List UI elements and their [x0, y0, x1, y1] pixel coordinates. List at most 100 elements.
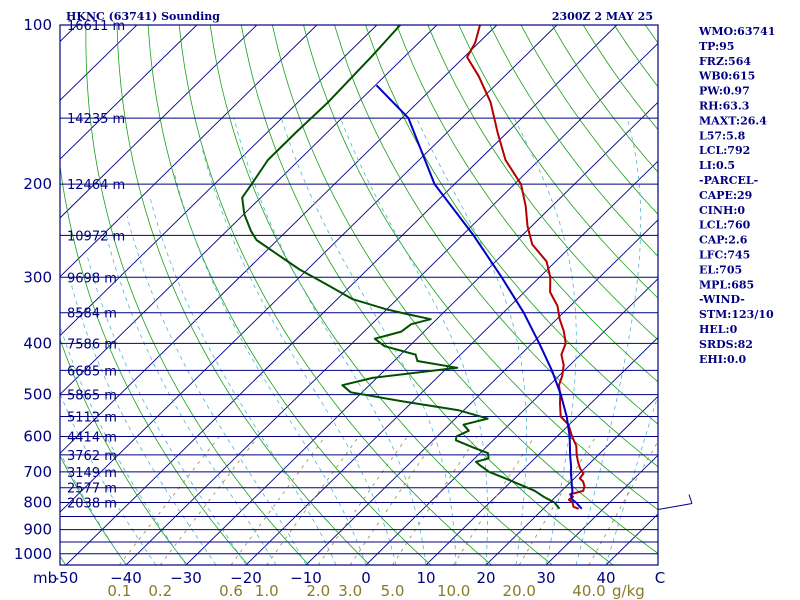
- dry-adiabat: [365, 25, 658, 425]
- pressure-tick-label: 600: [23, 427, 52, 445]
- height-label: 5112 m: [67, 411, 117, 426]
- temperature-trace: [466, 25, 586, 510]
- mixing-ratio-line: [317, 436, 408, 565]
- dry-adiabat: [582, 25, 658, 131]
- index-line: WMO:63741: [698, 25, 775, 38]
- pressure-axis: 100 200 300 400 500 600 700 800 900 1000: [14, 16, 52, 563]
- dry-adiabat: [520, 25, 658, 215]
- isotherm-line: [305, 219, 658, 565]
- isotherm-line: [60, 25, 378, 337]
- temperature-axis: mb-50 −40 −30 −20 −10 0 10 20 30 40 C: [33, 569, 665, 587]
- index-line: STM:123/10: [699, 308, 774, 321]
- mixing-ratio-line: [518, 436, 597, 565]
- height-label: 8584 m: [67, 307, 117, 322]
- mixing-ratio-line: [349, 436, 438, 565]
- temperature-tick-label: −30: [170, 569, 202, 587]
- moist-adiabat: [201, 146, 397, 565]
- dewpoint-trace: [241, 25, 561, 510]
- wind-barb-flag: [688, 494, 693, 504]
- isotherm-line: [485, 395, 658, 565]
- mixing-ratio-tick-label: 0.2: [148, 582, 172, 600]
- index-line: PW:0.97: [699, 85, 750, 98]
- dry-adiabat: [770, 25, 800, 565]
- isotherm-line: [60, 25, 558, 513]
- mixing-ratio-line: [392, 436, 478, 565]
- index-line: -WIND-: [699, 293, 745, 306]
- pressure-unit-label: mb: [33, 569, 57, 587]
- index-line: CINH:0: [699, 204, 745, 217]
- height-label: 16611 m: [67, 19, 125, 34]
- dry-adiabat: [60, 338, 188, 565]
- dry-adiabat: [240, 25, 614, 565]
- wind-barb-shaft: [657, 503, 693, 511]
- moist-adiabat: [68, 277, 217, 565]
- index-line: L57:5.8: [699, 129, 746, 142]
- height-label: 2577 m: [67, 482, 117, 497]
- temperature-tick-label: 0: [361, 569, 371, 587]
- index-line: TP:95: [699, 40, 734, 53]
- dry-adiabat: [272, 25, 658, 554]
- mixing-ratio-tick-label: 1.0: [255, 582, 279, 600]
- temperature-tick-label: 40: [596, 569, 615, 587]
- height-label: 10972 m: [67, 229, 125, 244]
- pressure-tick-label: 700: [23, 463, 52, 481]
- index-line: LI:0.5: [699, 159, 735, 172]
- isotherm-line: [60, 25, 78, 43]
- dry-adiabat: [458, 25, 658, 299]
- height-label: 3762 m: [67, 449, 117, 464]
- moist-adiabat: [416, 117, 528, 565]
- pressure-tick-label: 200: [23, 175, 52, 193]
- dry-adiabat: [396, 25, 658, 383]
- moist-adiabat: [105, 235, 277, 565]
- height-label: 2038 m: [67, 497, 117, 512]
- pressure-tick-label: 500: [23, 386, 52, 404]
- pressure-tick-label: 100: [23, 16, 52, 34]
- temperature-tick-label: 10: [416, 569, 435, 587]
- dry-adiabat: [209, 25, 553, 565]
- dry-adiabat: [178, 25, 492, 565]
- isotherm-line: [60, 25, 438, 396]
- isotherm-line: [60, 25, 258, 219]
- index-line: CAPE:29: [699, 189, 752, 202]
- index-line: -PARCEL-: [699, 174, 758, 187]
- moist-adiabat: [173, 172, 367, 565]
- chart-title: HKNC (63741) Sounding: [66, 10, 220, 23]
- height-label: 12464 m: [67, 178, 125, 193]
- mixing-ratio-tick-label: 5.0: [381, 582, 405, 600]
- dry-adiabat: [303, 25, 658, 511]
- height-label: 3149 m: [67, 466, 117, 481]
- mixing-ratio-line: [588, 440, 658, 565]
- plot-frame: [59, 24, 659, 566]
- pressure-tick-label: 900: [23, 521, 52, 539]
- mixing-ratio-tick-label: 10.0: [437, 582, 470, 600]
- dry-adiabat: [60, 555, 66, 565]
- stability-indices-panel: WMO:63741 TP:95 FRZ:564 WB0:615 PW:0.97 RH:63…: [698, 25, 775, 366]
- sounding-time: 2300Z 2 MAY 25: [552, 10, 653, 23]
- temperature-tick-label: -50: [54, 569, 79, 587]
- isobar-lines: [60, 24, 658, 555]
- dry-adiabat: [0, 25, 5, 565]
- height-label: 7586 m: [67, 337, 117, 352]
- isotherm-line: [185, 101, 658, 565]
- isotherm-line: [245, 160, 658, 565]
- mixing-ratio-tick-label: 20.0: [503, 582, 536, 600]
- temperature-unit-label: C: [655, 569, 665, 587]
- height-label: 9698 m: [67, 271, 117, 286]
- index-line: LCL:760: [699, 219, 751, 232]
- height-label: 4414 m: [67, 430, 117, 445]
- moist-adiabat: [233, 117, 427, 565]
- profile-traces: [241, 25, 586, 510]
- isotherm-line: [125, 42, 658, 565]
- isotherm-line: [60, 25, 318, 278]
- height-label: 6685 m: [67, 364, 117, 379]
- height-label: 5865 m: [67, 389, 117, 404]
- dry-adiabat: [60, 162, 249, 565]
- dry-adiabat: [116, 25, 371, 565]
- index-line: HEL:0: [699, 323, 738, 336]
- dry-adiabat: [551, 25, 658, 173]
- pressure-tick-label: 300: [23, 268, 52, 286]
- pressure-tick-label: 1000: [14, 545, 52, 563]
- index-line: FRZ:564: [699, 55, 751, 68]
- index-line: WB0:615: [698, 70, 755, 83]
